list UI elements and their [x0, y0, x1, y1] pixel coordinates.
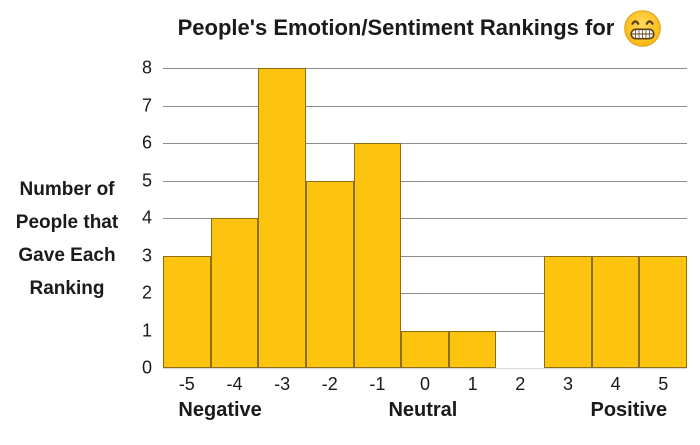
bar--1 [353, 143, 402, 368]
x-tick-label: 5 [658, 374, 669, 394]
y-tick-label: 0 [141, 357, 152, 378]
y-tick-label: 4 [141, 207, 152, 228]
x-tick-label: 2 [515, 374, 526, 394]
y-axis-title-line: Gave Each [18, 245, 116, 266]
x-tick-label: -5 [178, 374, 195, 394]
x-tick-label: 1 [467, 374, 478, 394]
y-axis-title-line: Ranking [29, 278, 105, 299]
bar-3 [544, 255, 592, 368]
gridline [163, 255, 687, 257]
y-tick-label: 6 [141, 132, 152, 153]
x-tick-label: 0 [420, 374, 431, 394]
y-axis-title-line: People that [15, 212, 119, 233]
bar-1 [448, 330, 497, 368]
gridline [163, 143, 687, 144]
x-tick-label: 4 [610, 374, 621, 394]
y-axis-tick-labels: 0 1 2 3 4 5 6 7 8 [116, 58, 152, 378]
gridline [163, 218, 687, 219]
x-group-label-positive: Positive [590, 399, 668, 421]
x-tick-label: -1 [369, 374, 386, 394]
y-tick-label: 3 [141, 245, 152, 265]
bar--4 [210, 218, 259, 368]
x-group-label-neutral: Neutral [388, 399, 458, 421]
x-tick-label: -2 [321, 374, 338, 394]
bar-5 [639, 255, 687, 368]
x-axis-group-labels: Negative Neutral Positive [163, 399, 687, 429]
y-tick-label: 2 [141, 282, 152, 303]
y-axis-title-line: Number of [19, 179, 115, 200]
y-tick-label: 5 [141, 170, 152, 190]
y-tick-label: 7 [141, 95, 152, 115]
x-tick-label: -4 [226, 374, 243, 394]
x-tick-label: 3 [562, 374, 573, 394]
bar--3 [258, 68, 306, 368]
x-tick-label: -3 [274, 374, 291, 394]
x-axis-baseline [163, 368, 687, 369]
y-axis-title: Number of People that Gave Each Ranking [2, 173, 132, 305]
gridline [163, 68, 687, 69]
plot-area [163, 68, 687, 369]
y-tick-label: 8 [141, 57, 152, 78]
beaming-face-emoji-icon [624, 9, 662, 47]
chart-title: People's Emotion/Sentiment Rankings for [177, 15, 615, 40]
gridline [163, 180, 687, 182]
gridline [163, 105, 687, 107]
bar--2 [305, 180, 354, 368]
bar-0 [401, 330, 449, 368]
chart-title-row: People's Emotion/Sentiment Rankings for [140, 4, 700, 52]
x-group-label-negative: Negative [178, 399, 262, 421]
y-tick-label: 1 [141, 320, 152, 340]
x-axis-tick-labels: -5 -4 -3 -2 -1 0 1 2 3 4 5 [163, 374, 687, 395]
gridline [163, 293, 687, 294]
bar-4 [591, 255, 640, 368]
bar--5 [163, 255, 211, 368]
